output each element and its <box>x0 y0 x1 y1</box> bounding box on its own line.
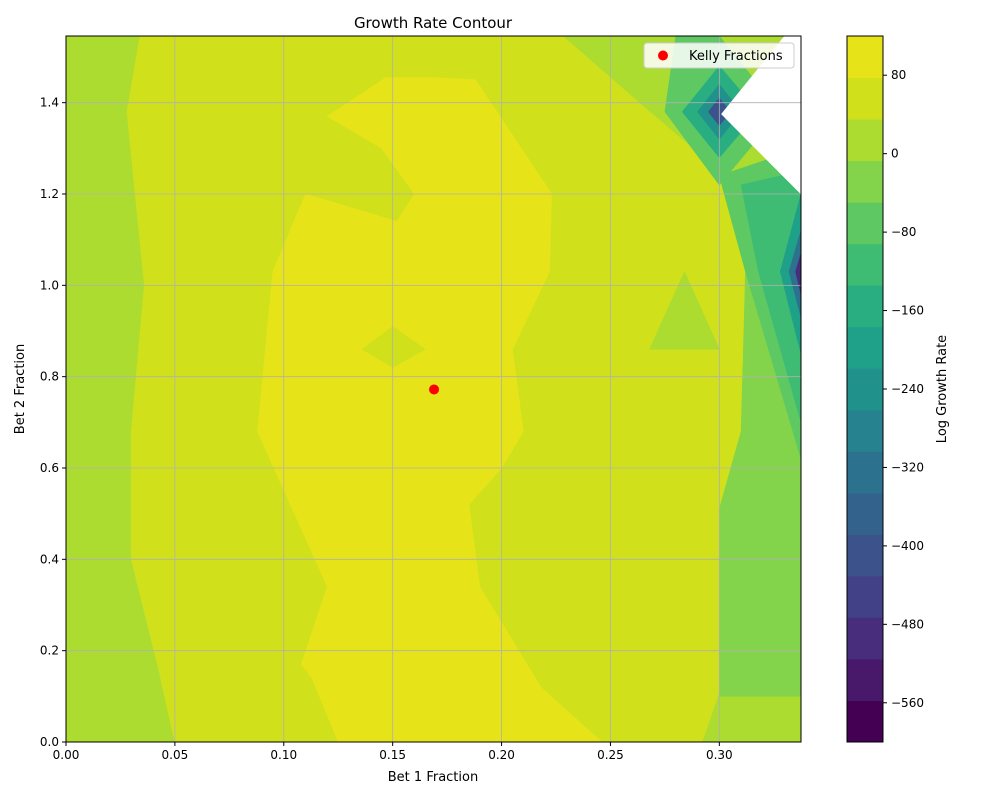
colorbar-band-1 <box>847 658 883 701</box>
contour-region-2 <box>257 77 603 742</box>
colorbar-band-5 <box>847 492 883 535</box>
colorbar-band-14 <box>847 119 883 162</box>
y-tick-label-6: 1.2 <box>40 187 59 201</box>
colorbar-band-15 <box>847 77 883 120</box>
contour-region-7 <box>740 170 801 423</box>
y-tick-label-2: 0.4 <box>40 552 59 566</box>
contour-region-3 <box>361 326 426 368</box>
colorbar-band-2 <box>847 617 883 660</box>
colorbar-band-8 <box>847 368 883 411</box>
colorbar-band-12 <box>847 202 883 245</box>
colorbar-band-9 <box>847 326 883 369</box>
colorbar-ticks: 80 0 −80 −160 −240 −320 −400 −480 −560 <box>883 68 924 710</box>
colorbar-label: Log Growth Rate <box>935 335 950 443</box>
x-tick-label-4: 0.20 <box>488 748 515 762</box>
y-tick-label-1: 0.2 <box>40 644 59 658</box>
y-tick-label-4: 0.8 <box>40 370 59 384</box>
y-tick-label-3: 0.6 <box>40 461 59 475</box>
colorbar-band-6 <box>847 451 883 494</box>
y-tick-label-0: 0.0 <box>40 735 59 749</box>
chart-title: Growth Rate Contour <box>354 14 513 32</box>
x-tick-label-1: 0.05 <box>162 748 189 762</box>
x-tick-label-3: 0.15 <box>379 748 406 762</box>
x-tick-label-6: 0.30 <box>706 748 733 762</box>
colorbar-tick-label-2: −80 <box>891 225 916 239</box>
colorbar-tick-label-5: −320 <box>891 460 924 474</box>
colorbar-band-4 <box>847 534 883 577</box>
legend-box <box>643 42 795 69</box>
kelly-fraction-point <box>429 384 440 395</box>
colorbar-band-3 <box>847 575 883 618</box>
contour-region-9 <box>788 230 801 318</box>
legend-label: Kelly Fractions <box>689 49 783 64</box>
contour-region-10 <box>795 253 801 295</box>
colorbar-band-7 <box>847 409 883 452</box>
colorbar-band-13 <box>847 160 883 203</box>
legend: Kelly Fractions <box>643 42 795 69</box>
colorbar-tick-label-8: −560 <box>891 696 924 710</box>
x-axis-ticks: 0.00 0.05 0.10 0.15 0.20 0.25 0.30 <box>53 742 733 762</box>
x-tick-label-2: 0.10 <box>270 748 297 762</box>
y-tick-label-5: 1.0 <box>40 278 59 292</box>
x-tick-label-5: 0.25 <box>597 748 624 762</box>
colorbar-tick-label-0: 80 <box>891 68 906 82</box>
x-tick-label-0: 0.00 <box>53 748 80 762</box>
legend-marker <box>658 50 668 61</box>
contour-region-4 <box>649 270 720 350</box>
colorbar-band-16 <box>847 36 883 79</box>
colorbar-tick-label-3: −160 <box>891 304 924 318</box>
colorbar-band-0 <box>847 700 883 743</box>
colorbar-band-11 <box>847 243 883 286</box>
colorbar-tick-label-4: −240 <box>891 382 924 396</box>
x-axis-label: Bet 1 Fraction <box>388 770 478 785</box>
colorbar-tick-label-7: −480 <box>891 617 924 631</box>
y-tick-label-7: 1.4 <box>40 96 59 110</box>
y-axis-label: Bet 2 Fraction <box>13 344 28 434</box>
grid-lines <box>65 36 801 743</box>
colorbar-tick-label-6: −400 <box>891 539 924 553</box>
plot-frame <box>65 35 802 743</box>
colorbar-band-10 <box>847 285 883 328</box>
colorbar <box>847 36 883 743</box>
colorbar-tick-label-1: 0 <box>891 147 899 161</box>
y-axis-ticks: 0.0 0.2 0.4 0.6 0.8 1.0 1.2 1.4 <box>40 96 66 749</box>
